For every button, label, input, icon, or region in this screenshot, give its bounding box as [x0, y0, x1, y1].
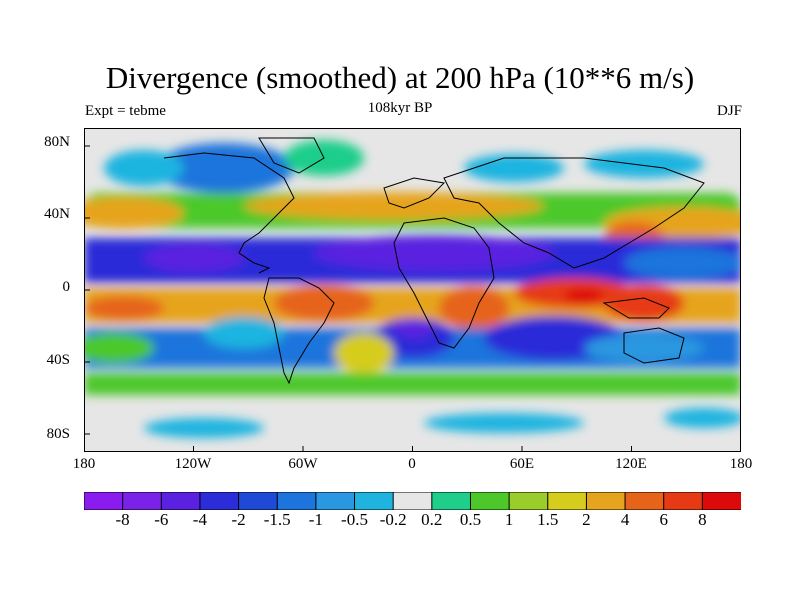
colorbar-swatch	[701, 492, 741, 510]
colorbar-swatch	[315, 492, 356, 510]
lon-label-120e: 120E	[615, 456, 647, 472]
colorbar-label: 0.5	[459, 510, 482, 529]
lon-label-120w: 120W	[174, 456, 212, 472]
colorbar-label: 8	[698, 510, 707, 529]
colorbar-swatch	[354, 492, 395, 510]
colorbar-swatch	[624, 492, 665, 510]
colorbar-label: 2	[582, 510, 591, 529]
colorbar-label: 4	[620, 510, 630, 529]
colorbar-label: -1	[308, 510, 323, 529]
colorbar-label: 6	[659, 510, 668, 529]
lat-label-80s: 80S	[46, 426, 70, 442]
divergence-field	[84, 140, 741, 438]
period-label: 108kyr BP	[367, 100, 433, 116]
colorbar-swatch	[84, 492, 124, 510]
colorbar-swatch	[508, 492, 549, 510]
colorbar-label: -2	[231, 510, 246, 529]
season-label: DJF	[716, 103, 742, 119]
colorbar-label: 1.5	[537, 510, 559, 529]
lon-label-0: 0	[408, 456, 416, 472]
colorbar-label: -0.5	[341, 510, 368, 529]
divergence-map	[84, 128, 741, 452]
colorbar-label: 0.2	[421, 510, 443, 529]
lat-label-80n: 80N	[44, 134, 70, 150]
coastlines	[163, 137, 705, 385]
colorbar-swatch	[392, 492, 433, 510]
colorbar-swatch	[160, 492, 201, 510]
colorbar-swatch	[199, 492, 240, 510]
colorbar-label: 1	[504, 510, 514, 529]
colorbar	[84, 492, 741, 510]
colorbar-swatch	[585, 492, 627, 510]
colorbar-label: -4	[192, 510, 207, 529]
colorbar-label: -6	[154, 510, 169, 529]
lat-label-40n: 40N	[44, 206, 70, 222]
lon-label-180w: 180	[72, 456, 96, 472]
colorbar-label: -1.5	[263, 510, 291, 529]
axis-ticks	[84, 145, 632, 452]
colorbar-swatch	[276, 492, 317, 510]
colorbar-swatch	[238, 492, 279, 510]
colorbar-swatch	[469, 492, 511, 510]
colorbar-label: -8	[115, 510, 130, 529]
lon-label-60e: 60E	[509, 456, 535, 472]
colorbar-swatch	[122, 492, 163, 510]
experiment-label: Expt = tebme	[85, 103, 166, 119]
colorbar-swatch	[431, 492, 472, 510]
lon-label-180e: 180	[729, 456, 753, 472]
colorbar-swatch	[547, 492, 588, 510]
colorbar-swatch	[663, 492, 704, 510]
chart-title: Divergence (smoothed) at 200 hPa (10**6 …	[105, 60, 695, 95]
lat-label-40s: 40S	[46, 352, 70, 368]
colorbar-label: -0.2	[379, 510, 407, 529]
lat-label-eq: 0	[62, 279, 71, 295]
lon-label-60w: 60W	[288, 456, 318, 472]
